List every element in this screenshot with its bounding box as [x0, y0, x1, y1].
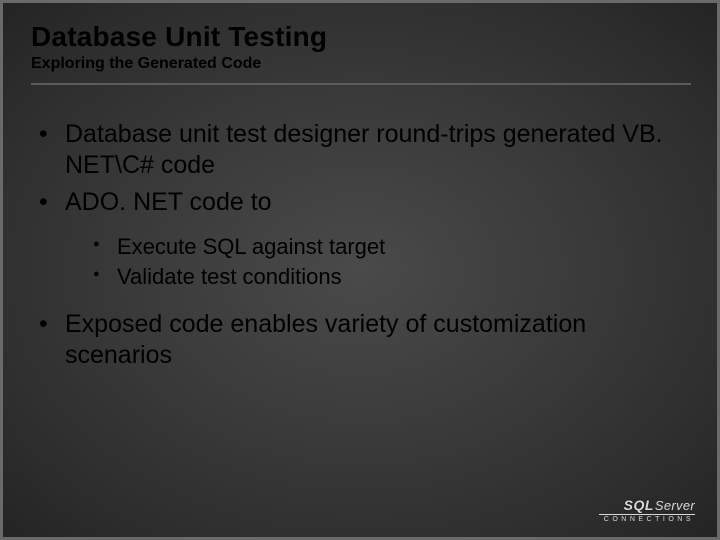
slide-content: Database unit test designer round-trips …	[31, 119, 689, 371]
slide: Database Unit Testing Exploring the Gene…	[0, 0, 720, 540]
logo-text-connections: CONNECTIONS	[604, 516, 695, 523]
logo-top-row: SQL Server	[624, 497, 695, 513]
footer-logo: SQL Server CONNECTIONS	[599, 497, 695, 523]
logo-text-sql: SQL	[624, 497, 654, 513]
sub-bullet-item: Execute SQL against target	[93, 232, 689, 262]
bullet-item: ADO. NET code to Execute SQL against tar…	[37, 187, 689, 291]
bullet-list: Database unit test designer round-trips …	[37, 119, 689, 371]
divider	[31, 83, 691, 85]
sub-bullet-list: Execute SQL against target Validate test…	[93, 232, 689, 291]
logo-divider	[599, 514, 695, 515]
bullet-item: Database unit test designer round-trips …	[37, 119, 689, 181]
sub-bullet-item: Validate test conditions	[93, 262, 689, 292]
slide-title: Database Unit Testing	[31, 21, 689, 53]
logo-text-server: Server	[655, 498, 695, 513]
bullet-item: Exposed code enables variety of customiz…	[37, 309, 689, 371]
slide-subtitle: Exploring the Generated Code	[31, 55, 689, 73]
bullet-text: ADO. NET code to	[65, 188, 272, 216]
